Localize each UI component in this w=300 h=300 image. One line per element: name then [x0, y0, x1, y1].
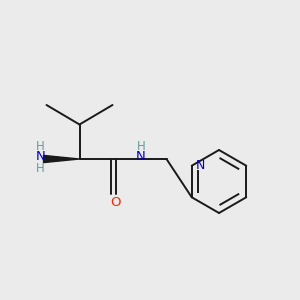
Text: N: N	[195, 159, 205, 172]
Text: H: H	[136, 140, 146, 153]
Text: N: N	[36, 149, 45, 163]
Text: N: N	[136, 149, 146, 163]
Text: O: O	[110, 196, 121, 209]
Text: H: H	[36, 140, 45, 153]
Polygon shape	[44, 155, 80, 163]
Text: H: H	[36, 161, 45, 175]
